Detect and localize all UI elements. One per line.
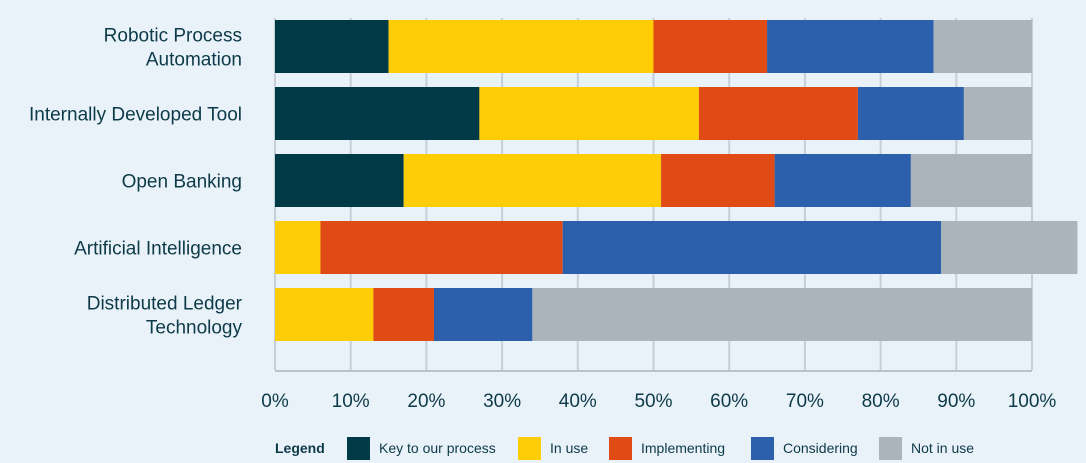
x-tick-label-90: 90% (937, 391, 975, 412)
category-labels: Robotic Process Automation Internally Deve… (29, 26, 243, 339)
legend-swatch-2 (609, 437, 632, 460)
category-label-3: Artificial Intelligence (74, 239, 242, 260)
category-label-2: Open Banking (122, 172, 242, 193)
bar-segment-0-0 (275, 20, 389, 73)
bar-segment-0-4 (933, 20, 1032, 73)
legend-label-4: Not in use (911, 440, 974, 456)
bars (275, 20, 1078, 341)
bar-segment-3-3 (562, 221, 942, 274)
category-label-0: Robotic Process Automation (104, 26, 242, 71)
category-label-1: Internally Developed Tool (29, 105, 242, 126)
x-tick-label-40: 40% (559, 391, 597, 412)
bar-segment-4-1 (275, 288, 374, 341)
bar-segment-2-4 (910, 154, 1032, 207)
x-tick-label-70: 70% (786, 391, 824, 412)
legend-label-1: In use (550, 440, 588, 456)
legend-swatch-1 (518, 437, 541, 460)
bar-segment-0-2 (653, 20, 768, 73)
legend-label-3: Considering (783, 440, 858, 456)
x-tick-label-80: 80% (862, 391, 900, 412)
x-tick-label-100: 100% (1008, 391, 1057, 412)
bar-segment-1-3 (857, 87, 964, 140)
bar-segment-4-3 (433, 288, 533, 341)
bar-segment-1-1 (479, 87, 699, 140)
bar-segment-4-2 (373, 288, 434, 341)
bar-segment-2-0 (275, 154, 404, 207)
bar-segment-2-2 (661, 154, 775, 207)
bar-segment-1-4 (963, 87, 1032, 140)
x-axis: 0% 10% 20% 30% 40% 50% 60% 70% 80% 90% 100% (261, 370, 1057, 412)
bar-segment-1-0 (275, 87, 480, 140)
bar-segment-2-3 (774, 154, 911, 207)
category-label-4: Distributed Ledger Technology (87, 294, 243, 339)
x-tick-label-0: 0% (261, 391, 289, 412)
legend-swatch-4 (879, 437, 902, 460)
x-tick-label-20: 20% (407, 391, 445, 412)
legend-swatch-0 (347, 437, 370, 460)
bar-segment-0-3 (767, 20, 934, 73)
bar-segment-2-1 (403, 154, 662, 207)
bar-segment-4-4 (532, 288, 1032, 341)
bar-segment-3-4 (941, 221, 1078, 274)
x-tick-label-50: 50% (634, 391, 672, 412)
bar-segment-1-2 (698, 87, 858, 140)
bar-segment-0-1 (388, 20, 654, 73)
bar-segment-3-2 (320, 221, 563, 274)
legend-label-2: Implementing (641, 440, 725, 456)
bar-segment-3-1 (275, 221, 321, 274)
x-tick-label-10: 10% (332, 391, 370, 412)
x-tick-label-30: 30% (483, 391, 521, 412)
legend-title: Legend (275, 440, 325, 456)
legend-swatch-3 (751, 437, 774, 460)
legend-label-0: Key to our process (379, 440, 496, 456)
x-tick-label-60: 60% (710, 391, 748, 412)
legend: Legend Key to our process In use Implementi… (275, 437, 974, 460)
